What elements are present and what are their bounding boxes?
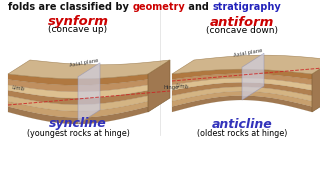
Text: syncline: syncline [49,118,107,130]
Polygon shape [8,90,148,105]
Polygon shape [172,55,320,74]
Text: Limb: Limb [11,85,25,92]
Text: synform: synform [47,15,108,28]
Text: Limb: Limb [175,83,188,89]
Text: and: and [185,2,212,12]
Polygon shape [172,96,312,112]
Text: (oldest rocks at hinge): (oldest rocks at hinge) [197,129,287,138]
Polygon shape [172,69,312,79]
Text: Axial plane: Axial plane [69,58,99,68]
Text: (concave up): (concave up) [48,26,108,35]
Polygon shape [172,91,312,107]
Text: folds are classified by: folds are classified by [8,2,132,12]
Text: Hinge: Hinge [163,85,179,90]
Text: geometry: geometry [132,2,185,12]
Text: anticline: anticline [212,118,272,130]
Polygon shape [172,82,312,96]
Polygon shape [8,96,148,111]
Polygon shape [8,85,148,98]
Polygon shape [78,63,100,124]
Text: Axial plane: Axial plane [233,48,263,58]
Polygon shape [8,74,148,85]
Polygon shape [8,107,148,124]
Polygon shape [312,60,320,112]
Polygon shape [172,74,312,85]
Text: antiform: antiform [210,15,274,28]
Polygon shape [8,60,170,79]
Text: (youngest rocks at hinge): (youngest rocks at hinge) [27,129,129,138]
Polygon shape [172,87,312,101]
Text: stratigraphy: stratigraphy [212,2,281,12]
Polygon shape [8,79,148,92]
Polygon shape [242,53,264,100]
Polygon shape [148,60,170,112]
Polygon shape [172,78,312,90]
Polygon shape [8,101,148,118]
Text: (concave down): (concave down) [206,26,278,35]
